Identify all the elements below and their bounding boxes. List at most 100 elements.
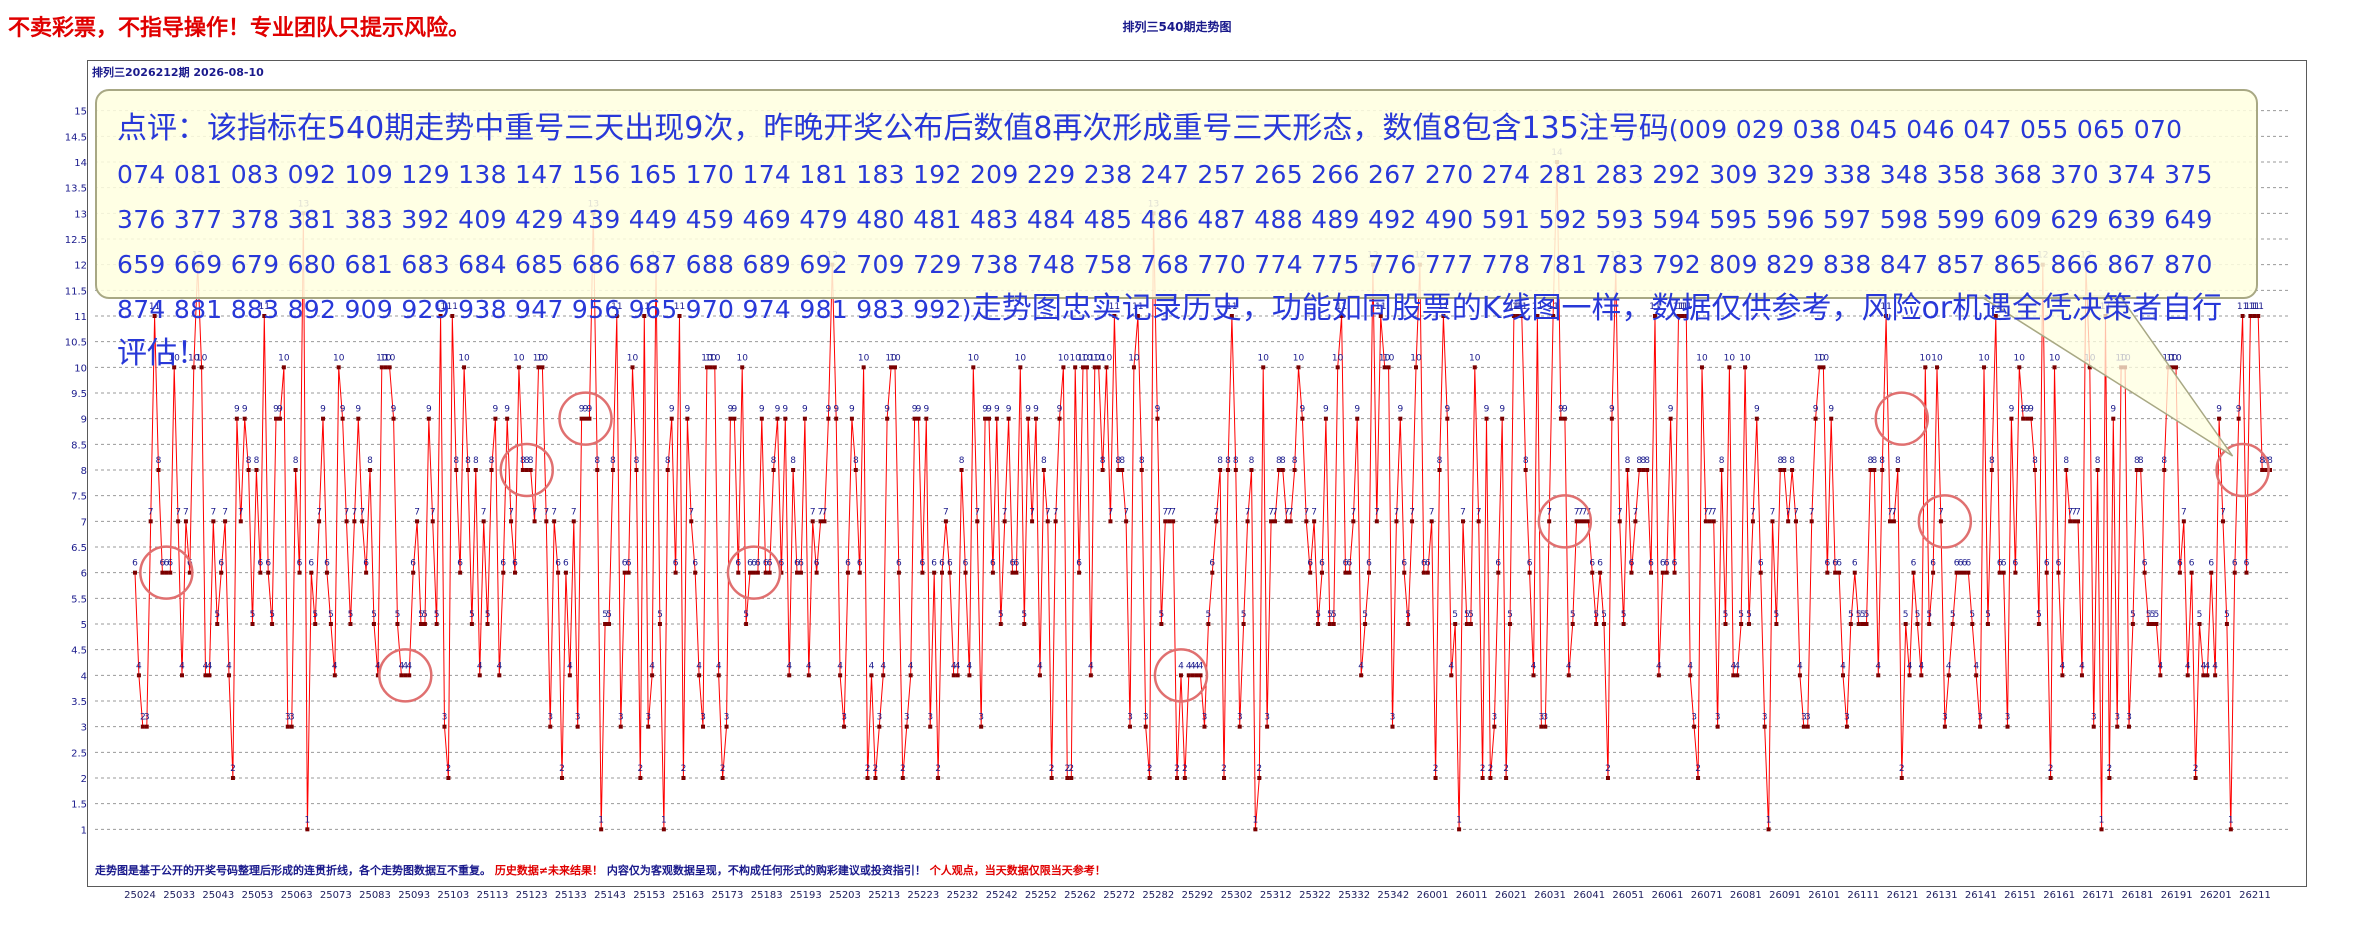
data-point bbox=[693, 570, 698, 575]
data-point bbox=[975, 519, 980, 524]
data-point bbox=[1457, 827, 1462, 832]
data-label: 5 bbox=[469, 610, 475, 620]
data-label: 10 bbox=[2162, 353, 2174, 363]
data-point bbox=[1096, 365, 1101, 370]
data-point bbox=[2256, 314, 2261, 318]
data-label: 5 bbox=[1452, 610, 1458, 620]
data-point bbox=[1269, 519, 1274, 524]
data-label: 4 bbox=[2201, 661, 2207, 671]
x-tick-label: 26021 bbox=[1495, 890, 1527, 901]
data-point bbox=[2162, 468, 2167, 472]
data-point bbox=[1978, 724, 1983, 729]
data-label: 6 bbox=[218, 559, 224, 569]
data-point bbox=[2068, 519, 2073, 524]
data-label: 1 bbox=[304, 815, 310, 825]
data-point bbox=[1621, 622, 1626, 626]
data-point bbox=[1488, 776, 1493, 780]
data-point bbox=[1817, 365, 1822, 370]
data-point bbox=[1323, 416, 1328, 421]
data-label: 10 bbox=[1920, 353, 1932, 363]
data-label: 1 bbox=[1766, 815, 1772, 825]
data-point bbox=[1480, 776, 1485, 780]
data-label: 3 bbox=[575, 713, 581, 723]
data-label: 9 bbox=[826, 405, 832, 415]
data-point bbox=[168, 570, 173, 575]
data-point bbox=[892, 365, 897, 370]
data-label: 11 bbox=[2253, 302, 2264, 312]
data-label: 11 bbox=[1677, 302, 1688, 312]
data-point bbox=[180, 673, 185, 678]
data-label: 10 bbox=[2170, 353, 2182, 363]
data-point bbox=[1163, 519, 1168, 524]
x-tick-label: 26081 bbox=[1730, 890, 1762, 901]
data-point bbox=[1280, 468, 1285, 472]
data-point bbox=[1018, 365, 1023, 370]
data-point bbox=[1935, 365, 1940, 370]
data-label: 2 bbox=[1221, 764, 1227, 774]
data-point bbox=[289, 724, 294, 729]
data-point bbox=[708, 365, 713, 370]
data-point bbox=[1492, 724, 1497, 729]
data-label: 9 bbox=[833, 405, 839, 415]
data-label: 5 bbox=[1856, 610, 1862, 620]
data-label: 4 bbox=[136, 661, 142, 671]
data-label: 9 bbox=[2020, 405, 2026, 415]
data-label: 2 bbox=[1899, 764, 1905, 774]
data-label: 8 bbox=[594, 456, 600, 466]
data-point bbox=[1257, 776, 1262, 780]
data-point bbox=[1570, 622, 1575, 626]
data-point bbox=[1891, 519, 1896, 524]
data-label: 9 bbox=[1323, 405, 1329, 415]
data-point bbox=[1982, 365, 1987, 370]
data-point bbox=[1727, 365, 1732, 370]
data-point bbox=[407, 673, 412, 678]
data-point bbox=[2150, 622, 2155, 626]
data-point bbox=[2146, 622, 2151, 626]
data-point bbox=[544, 519, 549, 524]
data-point bbox=[1194, 673, 1199, 678]
data-point bbox=[1104, 365, 1109, 370]
data-label: 7 bbox=[414, 507, 420, 517]
data-label: 9 bbox=[2236, 405, 2242, 415]
data-point bbox=[814, 570, 819, 575]
data-label: 7 bbox=[1633, 507, 1639, 517]
data-point bbox=[223, 519, 228, 524]
data-point bbox=[285, 724, 290, 729]
data-label: 9 bbox=[493, 405, 499, 415]
data-label: 2 bbox=[446, 764, 452, 774]
data-label: 4 bbox=[1531, 661, 1537, 671]
data-point bbox=[673, 570, 678, 575]
data-point bbox=[1088, 673, 1093, 678]
data-label: 9 bbox=[1033, 405, 1039, 415]
data-label: 3 bbox=[2126, 713, 2132, 723]
data-label: 6 bbox=[2142, 559, 2148, 569]
data-point bbox=[1171, 519, 1176, 524]
data-point bbox=[1656, 673, 1661, 678]
data-point bbox=[689, 519, 694, 524]
data-point bbox=[1703, 519, 1708, 524]
data-label: 2 bbox=[1488, 764, 1494, 774]
data-label: 5 bbox=[1593, 610, 1599, 620]
data-label: 4 bbox=[477, 661, 483, 671]
data-point bbox=[250, 622, 255, 626]
data-label: 5 bbox=[1241, 610, 1247, 620]
data-label: 6 bbox=[767, 559, 773, 569]
data-label: 9 bbox=[1558, 405, 1564, 415]
data-point bbox=[2126, 724, 2131, 729]
data-point bbox=[971, 365, 976, 370]
x-tick-label: 25223 bbox=[907, 890, 939, 901]
data-label: 11 bbox=[674, 302, 685, 312]
data-label: 6 bbox=[363, 559, 369, 569]
data-label: 10 bbox=[1410, 353, 1422, 363]
data-point bbox=[227, 673, 232, 678]
data-label: 3 bbox=[1264, 713, 1270, 723]
data-label: 5 bbox=[1158, 610, 1164, 620]
data-label: 2 bbox=[140, 713, 146, 723]
data-point bbox=[1731, 673, 1736, 678]
data-point bbox=[881, 673, 886, 678]
data-point bbox=[1312, 519, 1317, 524]
data-point bbox=[1496, 570, 1501, 575]
data-point bbox=[450, 314, 455, 318]
data-point bbox=[1386, 365, 1391, 370]
data-point bbox=[512, 570, 517, 575]
